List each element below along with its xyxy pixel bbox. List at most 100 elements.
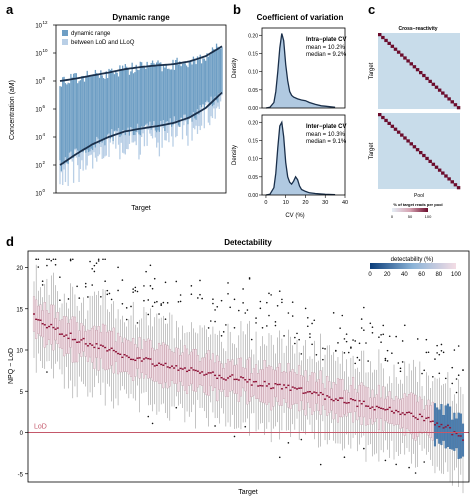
outlier	[315, 353, 318, 356]
outlier	[395, 463, 397, 466]
outlier	[283, 335, 285, 337]
inter-plate-density: 0.00 0.05 0.10 0.15 0.20 Density Inter−plate C…	[232, 114, 348, 206]
outlier	[41, 280, 44, 282]
outlier	[268, 292, 270, 295]
diagonal-cell	[425, 76, 429, 81]
diagonal-cell	[403, 56, 407, 60]
outlier	[360, 327, 363, 329]
outlier	[117, 289, 119, 292]
dynamic-range-bands	[59, 43, 223, 186]
outlier	[104, 280, 106, 283]
outlier	[363, 447, 365, 450]
outlier	[399, 367, 402, 370]
outlier	[54, 263, 57, 266]
a-ytick-exponent: 2	[43, 160, 46, 165]
outlier	[37, 266, 40, 268]
outlier	[164, 281, 167, 284]
a-ytick-exponent: 10	[43, 48, 49, 53]
intra-ytick-label: 0.15	[248, 51, 258, 57]
outlier	[242, 302, 244, 304]
outlier	[462, 369, 464, 371]
colorbar-d-label: detectability (%)	[391, 257, 434, 263]
panel-b-title: Coefficient of variation	[257, 13, 344, 22]
inter-label: Inter−plate CV	[306, 124, 347, 130]
outlier	[84, 282, 87, 285]
outlier	[259, 300, 262, 303]
outlier	[300, 438, 303, 441]
diagonal-cell	[450, 180, 454, 184]
outlier	[229, 306, 231, 309]
outlier	[153, 301, 156, 304]
outlier	[276, 304, 279, 307]
inter-ytick-label: 0.00	[248, 193, 258, 199]
colorbar-c-tick: 0	[391, 214, 394, 219]
lod-label: LoD	[34, 424, 47, 431]
intra-frame	[261, 27, 346, 109]
outlier	[300, 353, 303, 355]
outlier	[436, 352, 438, 354]
outlier	[160, 304, 162, 307]
diagonal-cell	[425, 156, 429, 161]
outlier	[451, 366, 454, 369]
panel-c-ylabel-bottom: Target	[369, 142, 375, 159]
outlier	[117, 266, 119, 269]
diagonal-cell	[431, 162, 436, 166]
outlier	[220, 334, 223, 337]
outlier	[384, 459, 387, 462]
outlier	[270, 294, 272, 296]
outlier	[425, 351, 428, 354]
diagonal-cell	[387, 41, 391, 45]
outlier	[309, 333, 311, 335]
intra-ytick-label: 0.00	[248, 106, 258, 112]
outlier	[149, 285, 152, 287]
outlier	[388, 335, 391, 338]
panel-label-c: c	[368, 2, 375, 17]
outlier	[358, 359, 361, 361]
diagonal-cell	[453, 183, 458, 187]
outlier	[69, 258, 72, 261]
a-ytick-label: 10	[35, 164, 42, 170]
colorbar-d-tick: 20	[384, 272, 391, 278]
outlier	[438, 372, 441, 375]
colorbar-c-label: % of target reads per pool	[393, 202, 442, 207]
outlier	[386, 360, 389, 362]
inter-ytick-label: 0.15	[248, 138, 258, 144]
outlier	[343, 352, 346, 354]
outlier	[207, 327, 210, 329]
outlier	[382, 324, 385, 327]
outlier	[278, 456, 281, 459]
outlier	[423, 461, 425, 463]
diagonal-cell	[456, 186, 461, 190]
outlier	[46, 258, 48, 261]
diagonal-cell	[400, 53, 404, 57]
diagonal-cell	[453, 103, 458, 107]
diagonal-cell	[412, 145, 417, 149]
outlier	[438, 353, 441, 356]
diagonal-cell	[444, 94, 448, 98]
outlier	[395, 335, 397, 338]
outlier	[149, 264, 152, 267]
colorbar-d-tick: 0	[368, 272, 372, 278]
outlier	[367, 360, 369, 362]
outlier	[106, 293, 109, 296]
diagonal-cell	[406, 139, 410, 143]
outlier	[416, 338, 419, 340]
outlier	[199, 279, 201, 282]
diagonal-cell	[381, 115, 385, 120]
outlier	[147, 299, 150, 301]
diagonal-cell	[447, 177, 451, 181]
outlier	[151, 422, 154, 425]
outlier	[382, 333, 385, 336]
panel-d-ylabel: NPQ − LoD	[8, 348, 15, 384]
outlier	[345, 340, 348, 343]
outlier	[455, 378, 458, 380]
panel-b-xlabel: CV (%)	[285, 213, 304, 219]
outlier	[209, 320, 212, 322]
outlier	[190, 285, 193, 287]
outlier	[151, 287, 154, 290]
diagonal-cell	[456, 106, 461, 110]
d-ytick-label: 10	[16, 349, 23, 355]
diagonal-cell	[393, 127, 398, 131]
outlier	[436, 344, 438, 347]
diagonal-cell	[403, 136, 407, 140]
